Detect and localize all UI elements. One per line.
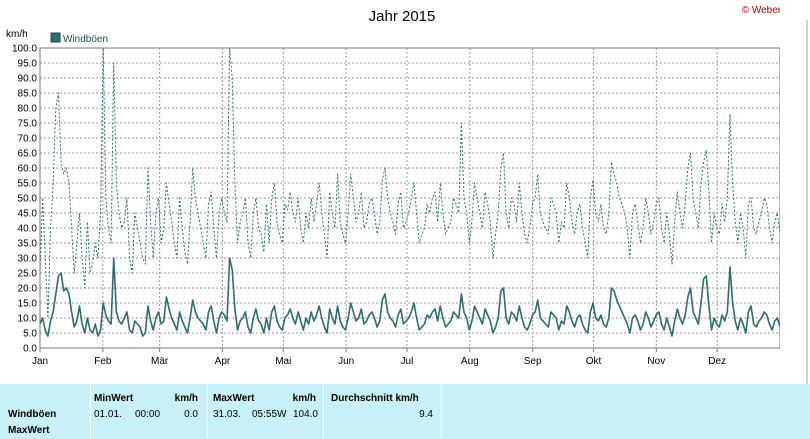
min-unit-header: km/h <box>174 393 198 404</box>
y-tick-label: 95.0 <box>18 59 38 70</box>
stats-avg-column: Durchschnitt km/h 9.4 <box>323 384 442 439</box>
y-tick-label: 0.0 <box>23 344 37 355</box>
min-time: 00:00 <box>135 409 161 420</box>
grid-lines <box>40 48 780 348</box>
series-group <box>39 47 781 337</box>
y-tick-label: 70.0 <box>18 134 38 145</box>
max-header: MaxWert <box>213 393 255 404</box>
right-margin <box>780 0 810 384</box>
x-tick-label-9: Okt <box>586 356 602 367</box>
axis-ticks: 0.0 5.0 10.0 15.0 20.0 25.0 30.0 35.0 40.0 45.0 50… <box>12 44 726 368</box>
y-tick-label: 90.0 <box>18 74 38 85</box>
x-tick-label-11: Dez <box>708 356 726 367</box>
copyright-label: © Weber Mike <box>742 5 806 16</box>
y-tick-label: 45.0 <box>18 209 38 220</box>
y-tick-label: 5.0 <box>23 329 37 340</box>
row-label-windboen: Windböen <box>8 409 57 420</box>
y-tick-label: 50.0 <box>18 194 38 205</box>
y-tick-label: 55.0 <box>18 179 38 190</box>
y-tick-label: 25.0 <box>18 269 38 280</box>
x-tick-label-1: Feb <box>94 356 112 367</box>
y-tick-label: 30.0 <box>18 254 38 265</box>
x-tick-label-7: Aug <box>461 356 479 367</box>
y-tick-label: 15.0 <box>18 299 38 310</box>
min-value: 0.0 <box>184 409 198 420</box>
series-line-maxwert <box>39 47 781 319</box>
y-tick-label: 80.0 <box>18 104 38 115</box>
x-tick-label-8: Sep <box>524 356 542 367</box>
row-label-maxwert: MaxWert <box>8 425 50 436</box>
legend-swatch <box>50 32 61 43</box>
x-tick-label-10: Nov <box>647 356 665 367</box>
y-tick-label: 20.0 <box>18 284 38 295</box>
y-axis-unit-label: km/h <box>6 29 28 40</box>
y-tick-label: 65.0 <box>18 149 38 160</box>
avg-header: Durchschnitt km/h <box>331 393 419 404</box>
chart-title: Jahr 2015 <box>369 8 436 25</box>
stats-max-column: MaxWert km/h 31.03. 05:55W 104.0 <box>207 384 324 439</box>
wind-gust-chart: Jahr 2015 © Weber Mike km/h Windböen 0.0… <box>6 0 810 384</box>
x-tick-label-3: Apr <box>215 356 231 367</box>
stats-min-column: MinWert km/h 01.01. 00:00 0.0 <box>90 384 208 439</box>
x-tick-label-2: Mär <box>151 356 169 367</box>
max-time: 05:55W <box>252 409 287 420</box>
stats-row-labels: Windböen MaxWert <box>0 384 91 439</box>
y-tick-label: 60.0 <box>18 164 38 175</box>
y-tick-label: 85.0 <box>18 89 38 100</box>
avg-value: 9.4 <box>419 409 433 420</box>
x-tick-label-4: Mai <box>275 356 291 367</box>
series-line-windboen <box>39 257 781 337</box>
max-unit-header: km/h <box>292 393 316 404</box>
legend-label: Windböen <box>63 34 108 45</box>
y-tick-label: 40.0 <box>18 224 38 235</box>
x-tick-label-6: Jul <box>401 356 414 367</box>
max-value: 104.0 <box>292 409 318 420</box>
y-tick-label: 10.0 <box>18 314 38 325</box>
max-date: 31.03. <box>213 409 241 420</box>
y-tick-label: 100.0 <box>12 44 37 55</box>
x-tick-label-5: Jun <box>338 356 354 367</box>
stats-panel: Windböen MaxWert MinWert km/h 01.01. 00:… <box>0 384 810 439</box>
y-tick-label: 75.0 <box>18 119 38 130</box>
min-header: MinWert <box>94 393 134 404</box>
x-tick-label-0: Jan <box>32 356 48 367</box>
y-tick-label: 35.0 <box>18 239 38 250</box>
min-date: 01.01. <box>94 409 122 420</box>
